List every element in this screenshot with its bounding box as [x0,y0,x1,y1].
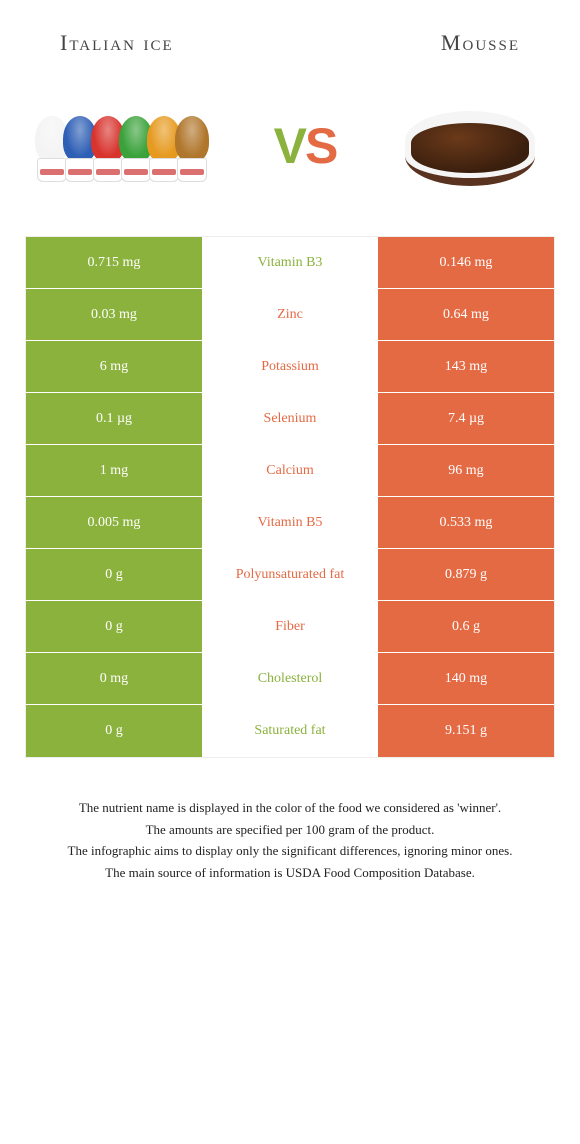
footer-line: The nutrient name is displayed in the co… [35,798,545,818]
images-row: VS [0,66,580,236]
vs-label: VS [274,117,337,175]
nutrient-name: Polyunsaturated fat [202,549,378,600]
right-value: 140 mg [378,653,554,704]
nutrient-name: Saturated fat [202,705,378,757]
table-row: 0.005 mgVitamin B50.533 mg [26,497,554,549]
header: Italian ice Mousse [0,0,580,66]
right-value: 143 mg [378,341,554,392]
table-row: 0.715 mgVitamin B30.146 mg [26,237,554,289]
right-food-title: Mousse [441,30,520,56]
table-row: 1 mgCalcium96 mg [26,445,554,497]
left-value: 0.005 mg [26,497,202,548]
nutrient-name: Potassium [202,341,378,392]
left-value: 0 g [26,601,202,652]
italian-ice-illustration [35,86,215,206]
table-row: 0.1 µgSelenium7.4 µg [26,393,554,445]
vs-v: V [274,118,305,174]
table-row: 0.03 mgZinc0.64 mg [26,289,554,341]
table-row: 0 gSaturated fat9.151 g [26,705,554,757]
right-value: 0.146 mg [378,237,554,288]
nutrient-name: Vitamin B3 [202,237,378,288]
left-value: 0.715 mg [26,237,202,288]
mousse-illustration [395,91,545,201]
left-value: 0 mg [26,653,202,704]
right-value: 9.151 g [378,705,554,757]
nutrient-name: Fiber [202,601,378,652]
left-value: 0.1 µg [26,393,202,444]
right-value: 7.4 µg [378,393,554,444]
left-food-title: Italian ice [60,30,174,56]
right-value: 0.6 g [378,601,554,652]
table-row: 6 mgPotassium143 mg [26,341,554,393]
nutrient-name: Zinc [202,289,378,340]
right-value: 0.879 g [378,549,554,600]
comparison-table: 0.715 mgVitamin B30.146 mg0.03 mgZinc0.6… [25,236,555,758]
nutrient-name: Selenium [202,393,378,444]
footer-line: The amounts are specified per 100 gram o… [35,820,545,840]
right-value: 96 mg [378,445,554,496]
table-row: 0 gFiber0.6 g [26,601,554,653]
left-value: 6 mg [26,341,202,392]
table-row: 0 gPolyunsaturated fat0.879 g [26,549,554,601]
table-row: 0 mgCholesterol140 mg [26,653,554,705]
left-value: 0 g [26,705,202,757]
footer-notes: The nutrient name is displayed in the co… [0,758,580,882]
nutrient-name: Calcium [202,445,378,496]
footer-line: The infographic aims to display only the… [35,841,545,861]
footer-line: The main source of information is USDA F… [35,863,545,883]
left-value: 0 g [26,549,202,600]
nutrient-name: Vitamin B5 [202,497,378,548]
mousse-bowl-icon [405,111,535,186]
left-value: 0.03 mg [26,289,202,340]
left-value: 1 mg [26,445,202,496]
ice-cone-icon [175,116,209,196]
nutrient-name: Cholesterol [202,653,378,704]
right-value: 0.64 mg [378,289,554,340]
right-value: 0.533 mg [378,497,554,548]
vs-s: S [305,118,336,174]
